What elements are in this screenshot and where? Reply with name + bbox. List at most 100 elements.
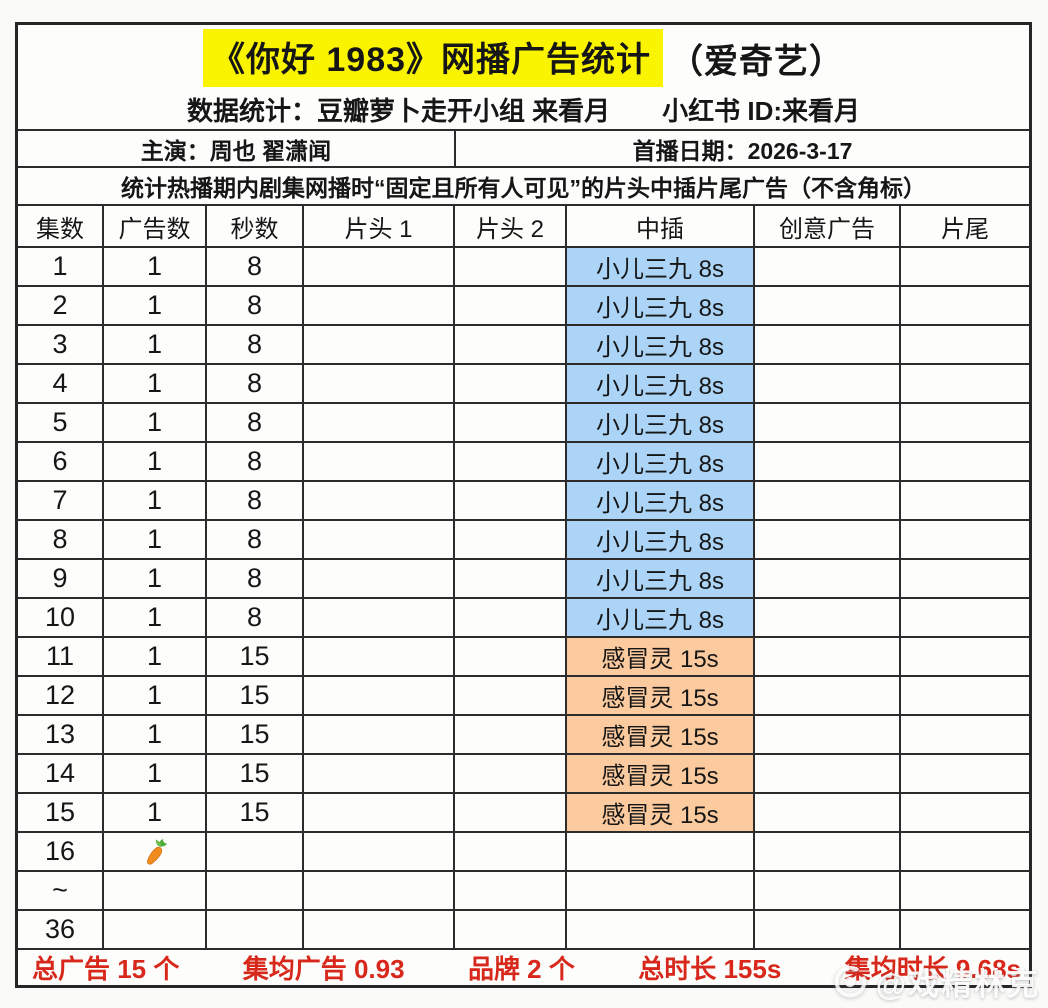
summary-total-duration: 总时长 155s — [638, 954, 782, 984]
cell-preroll-1 — [304, 482, 455, 519]
cell-preroll-1 — [304, 365, 455, 402]
cell-seconds — [207, 833, 304, 870]
cell-ad-count: 1 — [104, 248, 207, 285]
premiere-date-cell: 首播日期：2026-3-17 — [632, 137, 853, 164]
cell-seconds: 8 — [207, 599, 304, 636]
cell-endroll — [901, 443, 1029, 480]
cell-ad-count: 1 — [104, 326, 207, 363]
cell-episode: 4 — [18, 365, 104, 402]
cell-ad-count: 1 — [104, 677, 207, 714]
cell-preroll-1 — [304, 404, 455, 441]
cell-episode: 5 — [18, 404, 104, 441]
cell-endroll — [901, 482, 1029, 519]
cell-midroll: 感冒灵 15s — [567, 677, 755, 714]
cell-episode: 2 — [18, 287, 104, 324]
table-row: 6 1 8 小儿三九 8s — [18, 441, 1029, 480]
cell-seconds: 15 — [207, 638, 304, 675]
cell-episode: 11 — [18, 638, 104, 675]
table-row: 15 1 15 感冒灵 15s — [18, 792, 1029, 831]
cell-preroll-2 — [455, 638, 567, 675]
cell-preroll-2 — [455, 833, 567, 870]
table-row: 36 — [18, 909, 1029, 948]
summary-total-ads: 总广告 15 个 — [32, 954, 180, 984]
cell-preroll-1 — [304, 755, 455, 792]
credits-line: 数据统计：豆瓣萝卜走开小组 来看月 小红书 ID:来看月 — [18, 89, 1029, 129]
stats-table: 《你好 1983》网播广告统计 （爱奇艺） 数据统计：豆瓣萝卜走开小组 来看月 … — [15, 22, 1032, 988]
note-row: 统计热播期内剧集网播时“固定且所有人可见”的片头中插片尾广告（不含角标） — [18, 166, 1029, 204]
header-episode: 集数 — [18, 206, 104, 246]
cell-midroll: 小儿三九 8s — [567, 560, 755, 597]
cell-episode: 3 — [18, 326, 104, 363]
cell-seconds: 8 — [207, 365, 304, 402]
header-row: 集数 广告数 秒数 片头 1 片头 2 中插 创意广告 片尾 — [18, 204, 1029, 246]
cell-seconds: 15 — [207, 755, 304, 792]
cell-creative-ad — [755, 599, 901, 636]
cell-preroll-2 — [455, 911, 567, 948]
table-row: ~ — [18, 870, 1029, 909]
cell-creative-ad — [755, 443, 901, 480]
header-preroll-2: 片头 2 — [455, 206, 567, 246]
page-title: 《你好 1983》网播广告统计 （爱奇艺） — [18, 27, 1029, 89]
cell-seconds: 8 — [207, 248, 304, 285]
table-row: 14 1 15 感冒灵 15s — [18, 753, 1029, 792]
cell-preroll-2 — [455, 872, 567, 909]
cell-creative-ad — [755, 248, 901, 285]
cell-creative-ad — [755, 911, 901, 948]
cell-midroll — [567, 833, 755, 870]
cell-preroll-2 — [455, 521, 567, 558]
cell-midroll — [567, 911, 755, 948]
cell-endroll — [901, 560, 1029, 597]
cell-preroll-1 — [304, 716, 455, 753]
cell-endroll — [901, 716, 1029, 753]
cell-episode: ~ — [18, 872, 104, 909]
cell-episode: 1 — [18, 248, 104, 285]
cell-creative-ad — [755, 482, 901, 519]
cell-endroll — [901, 755, 1029, 792]
cell-ad-count: 1 — [104, 599, 207, 636]
cell-creative-ad — [755, 833, 901, 870]
header-seconds: 秒数 — [207, 206, 304, 246]
cell-ad-count — [104, 833, 207, 870]
cell-ad-count: 1 — [104, 521, 207, 558]
cell-seconds: 8 — [207, 326, 304, 363]
cell-midroll: 感冒灵 15s — [567, 716, 755, 753]
summary-brand-count: 品牌 2 个 — [467, 954, 575, 984]
cell-ad-count: 1 — [104, 755, 207, 792]
summary-avg-ads: 集均广告 0.93 — [242, 954, 405, 984]
table-row: 10 1 8 小儿三九 8s — [18, 597, 1029, 636]
cell-midroll: 小儿三九 8s — [567, 482, 755, 519]
cell-episode: 12 — [18, 677, 104, 714]
table-row: 12 1 15 感冒灵 15s — [18, 675, 1029, 714]
cell-episode: 14 — [18, 755, 104, 792]
cell-episode: 13 — [18, 716, 104, 753]
cell-preroll-2 — [455, 560, 567, 597]
cell-midroll: 小儿三九 8s — [567, 287, 755, 324]
table-row: 2 1 8 小儿三九 8s — [18, 285, 1029, 324]
cell-preroll-2 — [455, 482, 567, 519]
cell-seconds: 15 — [207, 716, 304, 753]
weibo-eye-icon — [834, 965, 866, 997]
cell-preroll-2 — [455, 365, 567, 402]
cell-midroll: 感冒灵 15s — [567, 638, 755, 675]
cell-preroll-1 — [304, 872, 455, 909]
cell-preroll-1 — [304, 287, 455, 324]
table-row: 11 1 15 感冒灵 15s — [18, 636, 1029, 675]
cell-creative-ad — [755, 521, 901, 558]
cell-preroll-2 — [455, 287, 567, 324]
title-block: 《你好 1983》网播广告统计 （爱奇艺） 数据统计：豆瓣萝卜走开小组 来看月 … — [18, 25, 1029, 129]
cell-preroll-2 — [455, 794, 567, 831]
cell-seconds: 8 — [207, 560, 304, 597]
header-creative-ad: 创意广告 — [755, 206, 901, 246]
cell-preroll-1 — [304, 833, 455, 870]
cell-midroll: 小儿三九 8s — [567, 248, 755, 285]
cell-ad-count: 1 — [104, 482, 207, 519]
cell-seconds: 8 — [207, 404, 304, 441]
cell-preroll-2 — [455, 326, 567, 363]
cell-ad-count: 1 — [104, 404, 207, 441]
cell-ad-count: 1 — [104, 794, 207, 831]
cell-ad-count: 1 — [104, 443, 207, 480]
cell-seconds: 15 — [207, 794, 304, 831]
credits-xiaohongshu-id: 小红书 ID:来看月 — [662, 95, 861, 126]
cell-preroll-1 — [304, 560, 455, 597]
cell-preroll-2 — [455, 599, 567, 636]
